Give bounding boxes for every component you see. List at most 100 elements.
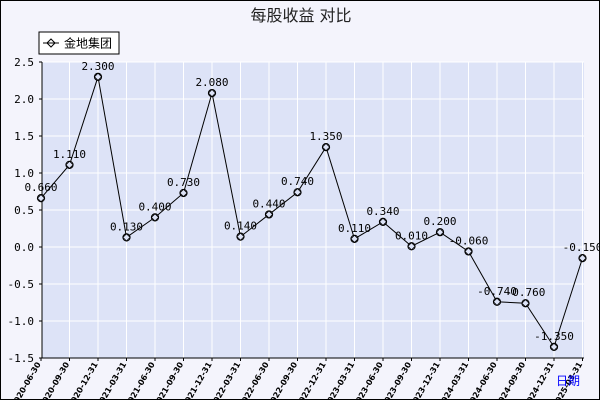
x-tick-labels: 2020-06-302020-09-302020-12-312021-03-31… [9, 358, 584, 400]
data-point-marker [36, 194, 46, 203]
data-label: 0.400 [138, 200, 171, 213]
data-label: 0.440 [252, 197, 285, 210]
data-label: -0.740 [477, 285, 517, 298]
series-line [40, 76, 583, 349]
legend-label: 金地集团 [64, 36, 112, 51]
x-tick-label: 2023-06-30 [351, 360, 385, 400]
x-tick-label: 2023-12-31 [408, 360, 442, 400]
data-labels: 0.660 1.110 2.300 0.130 0.400 0.730 2.080 0.140… [24, 60, 600, 343]
x-tick-label: 2021-12-31 [180, 360, 214, 400]
data-point-marker [350, 234, 359, 243]
data-label: 0.740 [281, 175, 314, 188]
data-point-marker [236, 232, 245, 241]
data-point-marker [492, 297, 502, 306]
x-tick-label: 2021-03-31 [95, 360, 129, 400]
y-tick-label: 2.5 [14, 56, 34, 69]
data-point-diamond [122, 233, 131, 242]
data-label: 0.140 [224, 220, 257, 233]
data-label: -1.350 [534, 330, 574, 343]
series-layer [36, 72, 587, 352]
data-label: 0.730 [167, 176, 200, 189]
x-tick-label: 2020-06-30 [9, 360, 43, 400]
data-point-marker [321, 143, 331, 152]
y-tick-label: 1.5 [14, 130, 34, 143]
data-point-marker [549, 342, 559, 351]
data-point-diamond [207, 88, 217, 98]
x-tick-label: 2022-12-31 [294, 360, 328, 400]
data-label: 0.660 [24, 181, 57, 194]
x-tick-label: 2024-09-30 [494, 360, 528, 400]
data-point-marker [264, 210, 274, 219]
data-point-marker [407, 242, 416, 251]
data-point-diamond [435, 228, 445, 237]
y-tick-labels: 2.5 2.0 1.5 1.0 0.5 0.0 -0.5 -1.0 -1.5 [8, 56, 42, 365]
data-point-marker [378, 217, 388, 226]
data-label: 0.340 [366, 205, 399, 218]
legend-diamond-marker [46, 38, 56, 48]
legend: 金地集团 [38, 31, 120, 55]
data-label: 0.130 [110, 220, 143, 233]
data-point-diamond [264, 210, 274, 219]
data-point-diamond [521, 299, 530, 308]
data-label: -0.060 [449, 234, 489, 247]
data-point-diamond [293, 188, 302, 197]
x-tick-label: 2024-06-30 [465, 360, 499, 400]
data-point-diamond [93, 72, 103, 81]
y-tick-label: -1.0 [8, 315, 35, 328]
data-point-marker [293, 188, 302, 197]
data-point-diamond [492, 297, 502, 306]
y-tick-label: -1.5 [8, 352, 35, 365]
data-point-diamond [179, 188, 188, 198]
data-point-diamond [378, 217, 388, 227]
data-point-marker [150, 213, 160, 222]
data-label: 0.010 [395, 229, 428, 242]
x-tick-label: 2022-06-30 [237, 360, 271, 400]
data-point-marker [435, 228, 445, 237]
data-label: 2.300 [81, 60, 114, 73]
chart-title: 每股收益 对比 [250, 6, 351, 25]
data-point-diamond [549, 342, 559, 352]
x-tick-label: 2020-12-31 [66, 360, 100, 400]
data-point-marker [179, 188, 188, 198]
data-label: -0.760 [506, 286, 546, 299]
data-point-marker [464, 247, 473, 256]
y-tick-label: 0.0 [14, 241, 34, 254]
data-point-marker [93, 72, 103, 81]
x-tick-label: 2020-09-30 [38, 360, 72, 400]
y-tick-label: 2.0 [14, 93, 34, 106]
data-point-diamond [407, 242, 416, 251]
data-label: 2.080 [195, 76, 228, 89]
x-tick-label: 2021-09-30 [152, 360, 186, 400]
data-point-marker [65, 160, 74, 169]
legend-box [38, 31, 120, 55]
data-point-marker [207, 88, 217, 98]
x-tick-label: 2022-03-31 [209, 360, 243, 400]
data-point-diamond [464, 247, 473, 256]
data-label: 0.110 [338, 222, 371, 235]
data-point-diamond [321, 142, 331, 152]
x-tick-label: 2024-12-31 [522, 360, 556, 400]
y-tick-label: -0.5 [8, 278, 35, 291]
data-point-diamond [36, 193, 46, 203]
data-label: 0.200 [423, 215, 456, 228]
data-point-diamond [65, 160, 74, 170]
x-tick-label: 2023-09-30 [380, 360, 414, 400]
y-tick-label: 1.0 [14, 167, 34, 180]
data-label: 1.110 [53, 148, 86, 161]
x-tick-label: 2024-03-31 [437, 360, 471, 400]
data-point-diamond [578, 253, 587, 263]
data-label: -0.150 [563, 241, 600, 254]
x-tick-label: 2023-03-31 [323, 360, 357, 400]
data-label: 1.350 [309, 130, 342, 143]
data-point-diamond [350, 234, 359, 244]
x-tick-label: 2022-09-30 [266, 360, 300, 400]
data-point-marker [578, 254, 587, 263]
data-point-marker [521, 299, 530, 308]
data-point-diamond [150, 213, 160, 222]
y-tick-label: 0.5 [14, 204, 34, 217]
x-axis-title: 日期 [556, 374, 580, 388]
data-point-diamond [236, 232, 245, 241]
x-tick-label: 2021-06-30 [123, 360, 157, 400]
